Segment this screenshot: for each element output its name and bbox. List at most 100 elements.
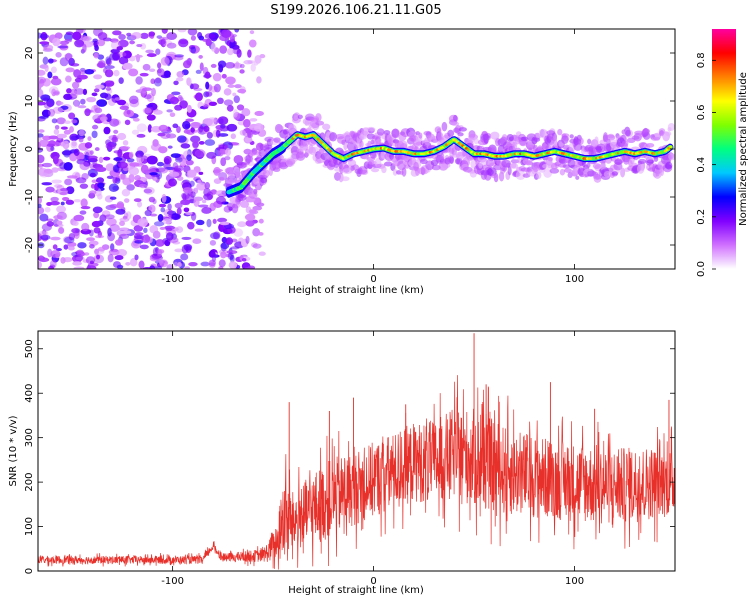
- heatmap-cell: [55, 52, 62, 58]
- heatmap-cell: [91, 179, 98, 184]
- heatmap-cell: [113, 157, 123, 161]
- heatmap-cell: [70, 119, 78, 124]
- heatmap-cell: [132, 117, 140, 122]
- heatmap-cell: [525, 161, 533, 166]
- heatmap-cell: [174, 248, 184, 253]
- heatmap-cell: [54, 124, 60, 130]
- heatmap-cell: [122, 230, 132, 235]
- heatmap-cell: [160, 56, 170, 66]
- heatmap-cell: [239, 200, 250, 208]
- heatmap-cell: [248, 209, 257, 214]
- heatmap-cell: [128, 95, 139, 105]
- heatmap-cell: [593, 174, 602, 183]
- heatmap-cell: [178, 38, 189, 48]
- heatmap-cell: [104, 80, 115, 87]
- heatmap-cell: [185, 211, 193, 215]
- heatmap-cell: [190, 121, 201, 129]
- heatmap-cell: [206, 218, 212, 228]
- heatmap-cell: [89, 190, 97, 195]
- heatmap-cell: [68, 112, 76, 120]
- heatmap-cell: [107, 227, 112, 237]
- heatmap-cell: [46, 218, 54, 222]
- heatmap-cell: [162, 218, 172, 225]
- heatmap-cell: [521, 136, 529, 142]
- heatmap-cell: [139, 244, 149, 250]
- heatmap-cell: [58, 226, 65, 234]
- heatmap-cell: [210, 63, 217, 68]
- heatmap-cell: [79, 161, 90, 171]
- heatmap-cell: [62, 257, 73, 263]
- heatmap-cell: [129, 258, 138, 267]
- heatmap-cell: [77, 105, 87, 109]
- heatmap-cell: [377, 138, 382, 144]
- heatmap-cell: [336, 136, 347, 144]
- heatmap-cell: [155, 239, 165, 247]
- heatmap-cell: [169, 112, 176, 118]
- snr-frame: [37, 330, 676, 572]
- heatmap-cell: [38, 261, 42, 269]
- heatmap-cell: [141, 234, 151, 243]
- heatmap-cell: [133, 236, 144, 242]
- heatmap-cell: [103, 156, 111, 161]
- heatmap-cell: [128, 151, 134, 159]
- heatmap-cell: [176, 135, 187, 143]
- heatmap-cell: [63, 129, 71, 135]
- heatmap-cell: [62, 140, 70, 150]
- heatmap-cell: [109, 52, 120, 61]
- heatmap-cell: [221, 73, 227, 79]
- heatmap-cell: [51, 118, 58, 124]
- heatmap-cell: [52, 37, 61, 47]
- heatmap-cell: [164, 158, 170, 165]
- heatmap-cell: [116, 99, 127, 106]
- heatmap-cell: [150, 78, 156, 85]
- heatmap-cell: [63, 244, 69, 250]
- x-tick-label: 100: [565, 274, 584, 285]
- heatmap-cell: [243, 148, 252, 155]
- heatmap-cell: [107, 253, 114, 263]
- heatmap-cell: [118, 233, 130, 240]
- heatmap-cell: [47, 58, 54, 64]
- y-tick-label: 300: [24, 428, 35, 447]
- heatmap-cell: [620, 142, 628, 150]
- heatmap-cell: [166, 109, 173, 113]
- heatmap-cell: [318, 139, 322, 143]
- heatmap-cell: [141, 87, 153, 92]
- heatmap-cell: [124, 119, 131, 126]
- heatmap-cell: [198, 140, 205, 145]
- heatmap-cell: [66, 88, 72, 94]
- heatmap-cell: [105, 56, 111, 65]
- heatmap-cell: [204, 71, 211, 79]
- heatmap-cell: [322, 123, 331, 131]
- heatmap-cell: [97, 182, 105, 189]
- heatmap-cell: [89, 260, 95, 265]
- heatmap-cell: [245, 235, 250, 244]
- heatmap-cell: [491, 173, 497, 179]
- heatmap-cell: [67, 246, 75, 251]
- heatmap-cell: [92, 38, 98, 43]
- heatmap-cell: [176, 77, 184, 82]
- colorbar: 0.0 0.2 0.4 0.6 0.8 Normalized spectral ampl…: [696, 29, 749, 277]
- heatmap-cell: [149, 172, 158, 176]
- heatmap-cell: [126, 32, 132, 37]
- heatmap-cell: [620, 167, 626, 178]
- heatmap-cell: [592, 163, 602, 169]
- heatmap-cell: [225, 62, 236, 69]
- heatmap-cell: [235, 61, 240, 69]
- snr-y-axis-label: SNR (10 * v/v): [8, 415, 19, 486]
- heatmap-cell: [194, 149, 206, 158]
- heatmap-cell: [94, 84, 105, 89]
- heatmap-cell: [118, 227, 130, 232]
- heatmap-cell: [39, 34, 50, 39]
- heatmap-cell: [195, 219, 205, 226]
- heatmap-cell: [232, 92, 237, 97]
- heatmap-cell: [413, 161, 419, 172]
- heatmap-cell: [38, 257, 50, 263]
- heatmap-cell: [325, 146, 329, 150]
- colorbar-tick-label: 0.2: [696, 209, 707, 225]
- heatmap-cell: [194, 228, 204, 232]
- heatmap-cell: [226, 104, 234, 112]
- heatmap-cell: [157, 132, 166, 137]
- heatmap-cell: [168, 178, 178, 187]
- heatmap-cell: [70, 63, 80, 67]
- heatmap-cell: [367, 160, 377, 165]
